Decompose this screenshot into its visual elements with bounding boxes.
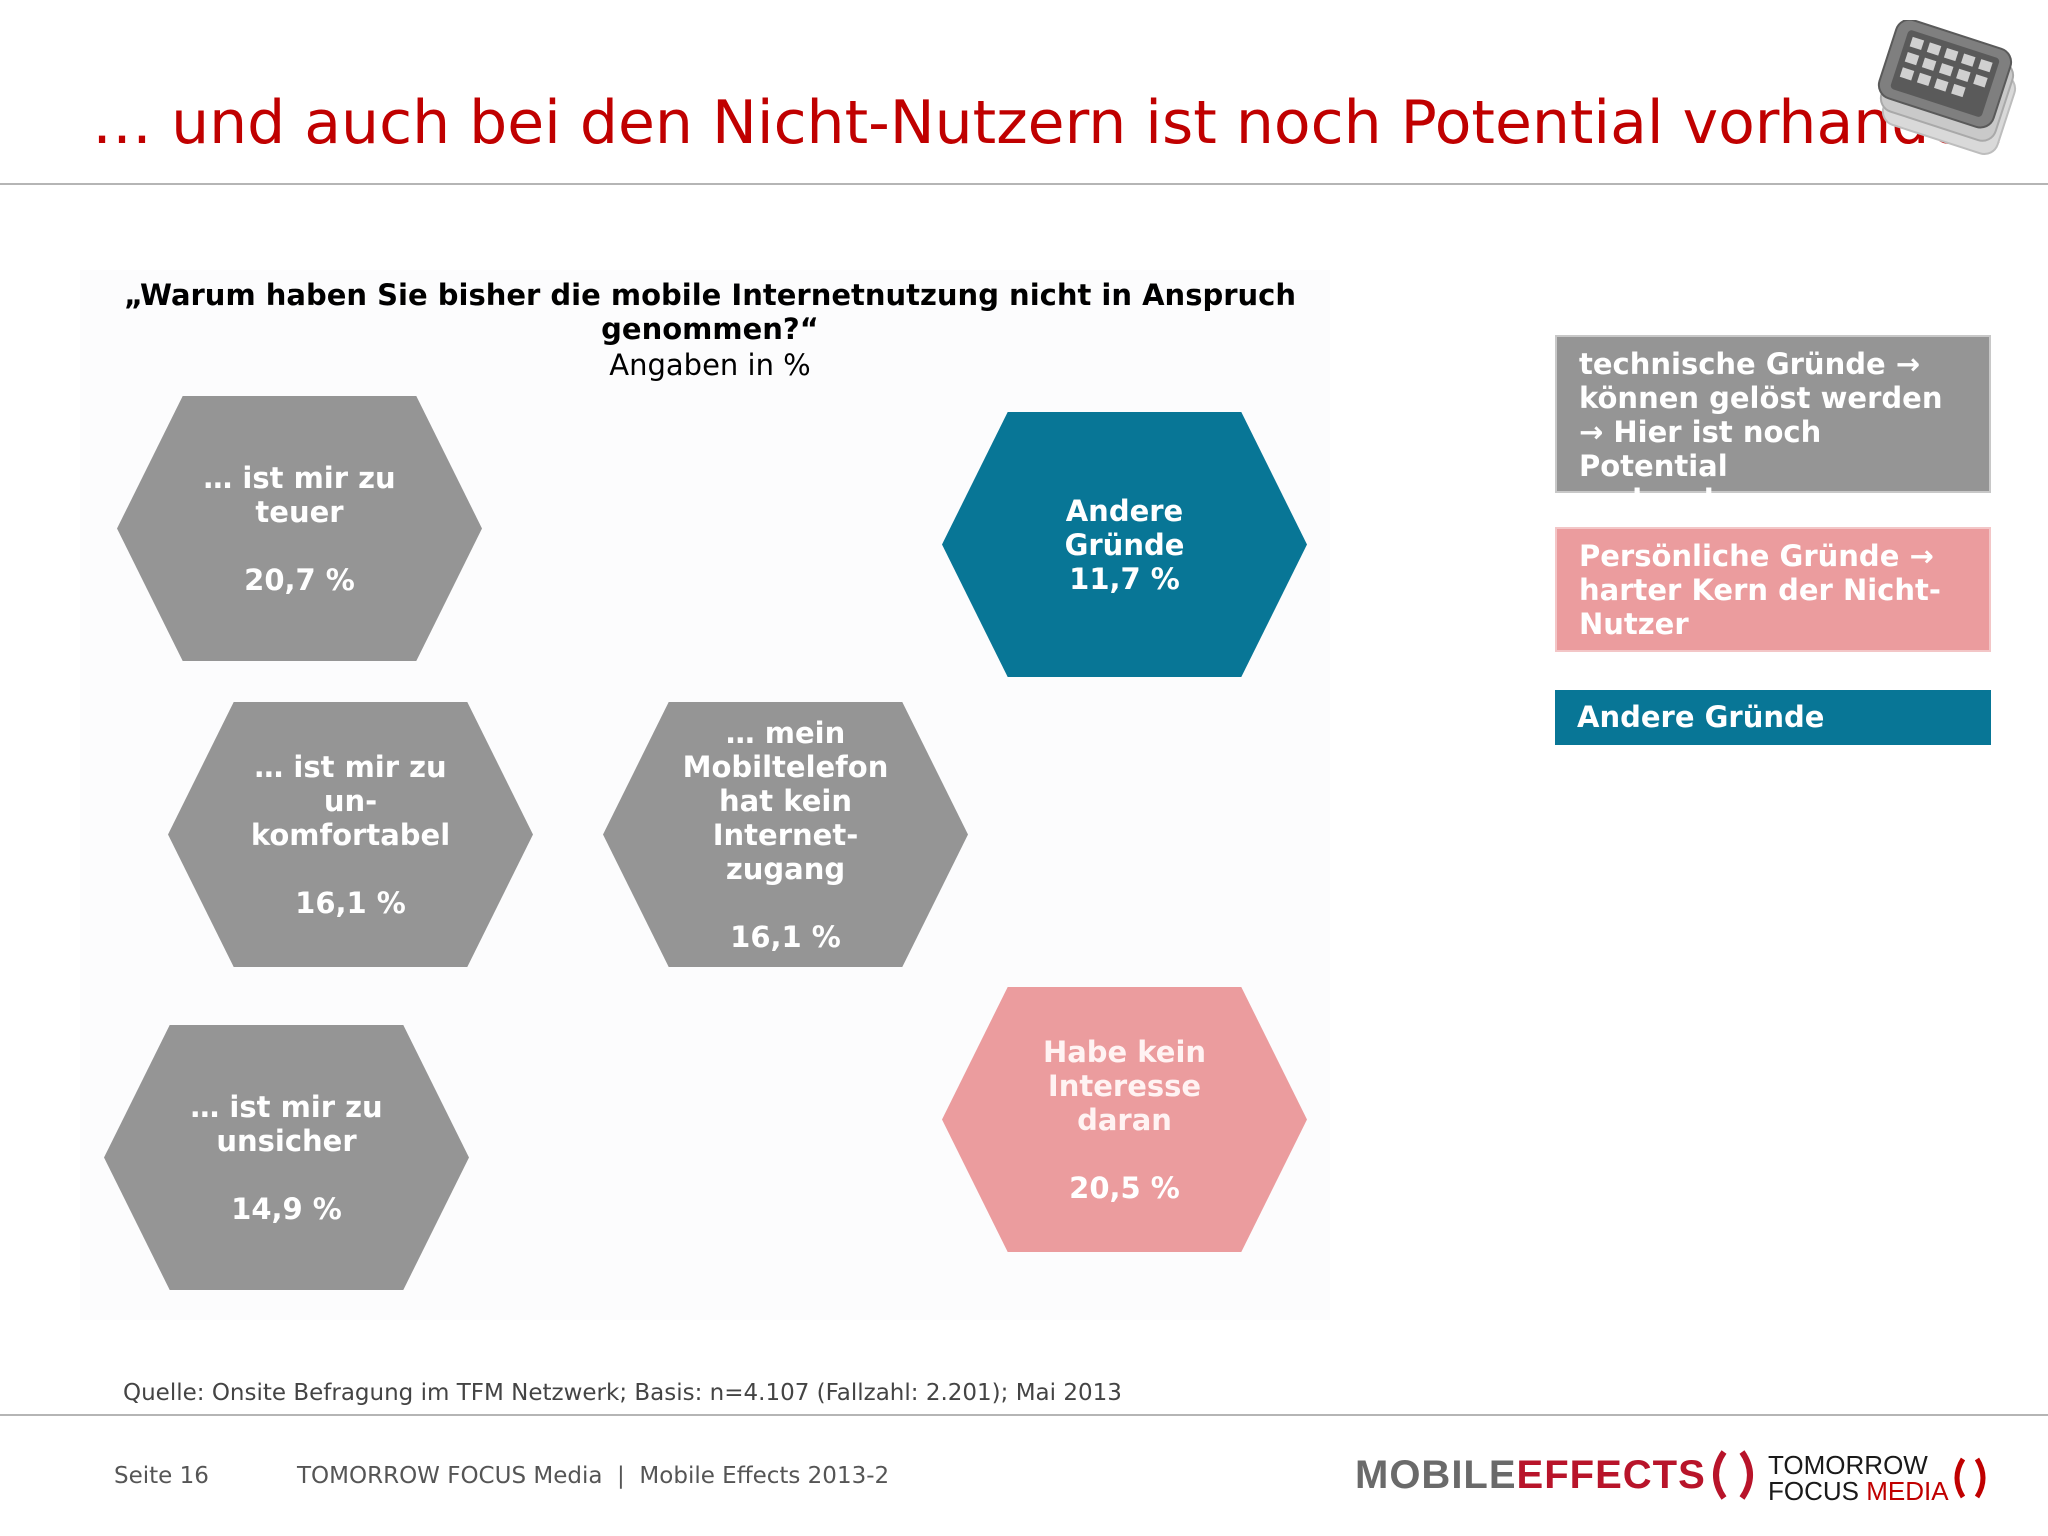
legend-technical-reasons: technische Gründe → können gelöst werden… [1555, 335, 1991, 517]
hex-label: Andere Gründe [1064, 493, 1185, 562]
hex-label: Habe kein Interesse daran [1042, 1034, 1207, 1137]
hex-uncomfortable: … ist mir zu un- komfortabel 16,1 % [168, 702, 533, 967]
logo-media-text: MEDIA [1866, 1476, 1949, 1506]
hex-too-expensive: … ist mir zu teuer 20,7 % [117, 396, 482, 661]
logo-tomorrow-text: TOMORROW [1768, 1450, 1928, 1480]
hex-no-internet-access: … mein Mobiltelefon hat kein Internet- z… [603, 702, 968, 967]
footer-text: TOMORROW FOCUS Media | Mobile Effects 20… [297, 1463, 890, 1489]
hex-value: 20,7 % [244, 562, 355, 597]
tomorrow-focus-media-logo: TOMORROW FOCUS MEDIA [1768, 1452, 1993, 1504]
logo-focus-text: FOCUS [1768, 1476, 1867, 1506]
parentheses-logo-icon [1954, 1457, 1986, 1499]
logo-mobile-text: MOBILE [1355, 1452, 1517, 1497]
parentheses-logo-icon [1712, 1450, 1753, 1500]
header-divider [0, 183, 2048, 185]
hex-other-reasons: Andere Gründe 11,7 % [942, 412, 1307, 677]
hex-value: 14,9 % [231, 1191, 342, 1226]
hex-value: 16,1 % [295, 885, 406, 920]
hex-insecure: … ist mir zu unsicher 14,9 % [104, 1025, 469, 1290]
hex-value: 11,7 % [1069, 561, 1180, 596]
page-number: Seite 16 [114, 1463, 209, 1489]
hex-label: … ist mir zu teuer [203, 460, 396, 529]
source-note: Quelle: Onsite Befragung im TFM Netzwerk… [123, 1380, 1122, 1406]
smartphone-stack-icon [1877, 20, 2017, 155]
slide-title: … und auch bei den Nicht-Nutzern ist noc… [92, 88, 2005, 158]
hex-label: … ist mir zu unsicher [190, 1089, 383, 1158]
survey-question-unit: Angaben in % [609, 348, 811, 382]
survey-question: „Warum haben Sie bisher die mobile Inter… [123, 278, 1297, 346]
hex-value: 20,5 % [1069, 1170, 1180, 1205]
hex-label: … ist mir zu un- komfortabel [250, 749, 451, 852]
mobile-effects-logo: MOBILE EFFECTS [1355, 1448, 1766, 1502]
legend-other-reasons: Andere Gründe [1555, 690, 1991, 745]
hex-value: 16,1 % [730, 919, 841, 954]
hex-label: … mein Mobiltelefon hat kein Internet- z… [682, 715, 889, 886]
legend-personal-reasons: Persönliche Gründe → harter Kern der Nic… [1555, 527, 1991, 652]
footer-divider [0, 1414, 2048, 1416]
hex-no-interest: Habe kein Interesse daran 20,5 % [942, 987, 1307, 1252]
logo-effects-text: EFFECTS [1516, 1452, 1706, 1497]
